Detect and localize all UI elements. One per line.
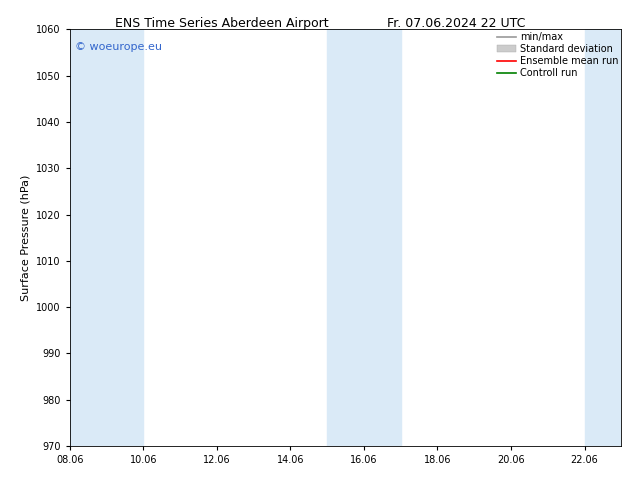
Bar bbox=[327, 29, 401, 446]
Legend: min/max, Standard deviation, Ensemble mean run, Controll run: min/max, Standard deviation, Ensemble me… bbox=[495, 30, 620, 80]
Text: ENS Time Series Aberdeen Airport: ENS Time Series Aberdeen Airport bbox=[115, 17, 328, 30]
Text: © woeurope.eu: © woeurope.eu bbox=[75, 42, 162, 52]
Bar bbox=[70, 29, 143, 446]
Bar bbox=[585, 29, 621, 446]
Y-axis label: Surface Pressure (hPa): Surface Pressure (hPa) bbox=[20, 174, 30, 301]
Text: Fr. 07.06.2024 22 UTC: Fr. 07.06.2024 22 UTC bbox=[387, 17, 526, 30]
